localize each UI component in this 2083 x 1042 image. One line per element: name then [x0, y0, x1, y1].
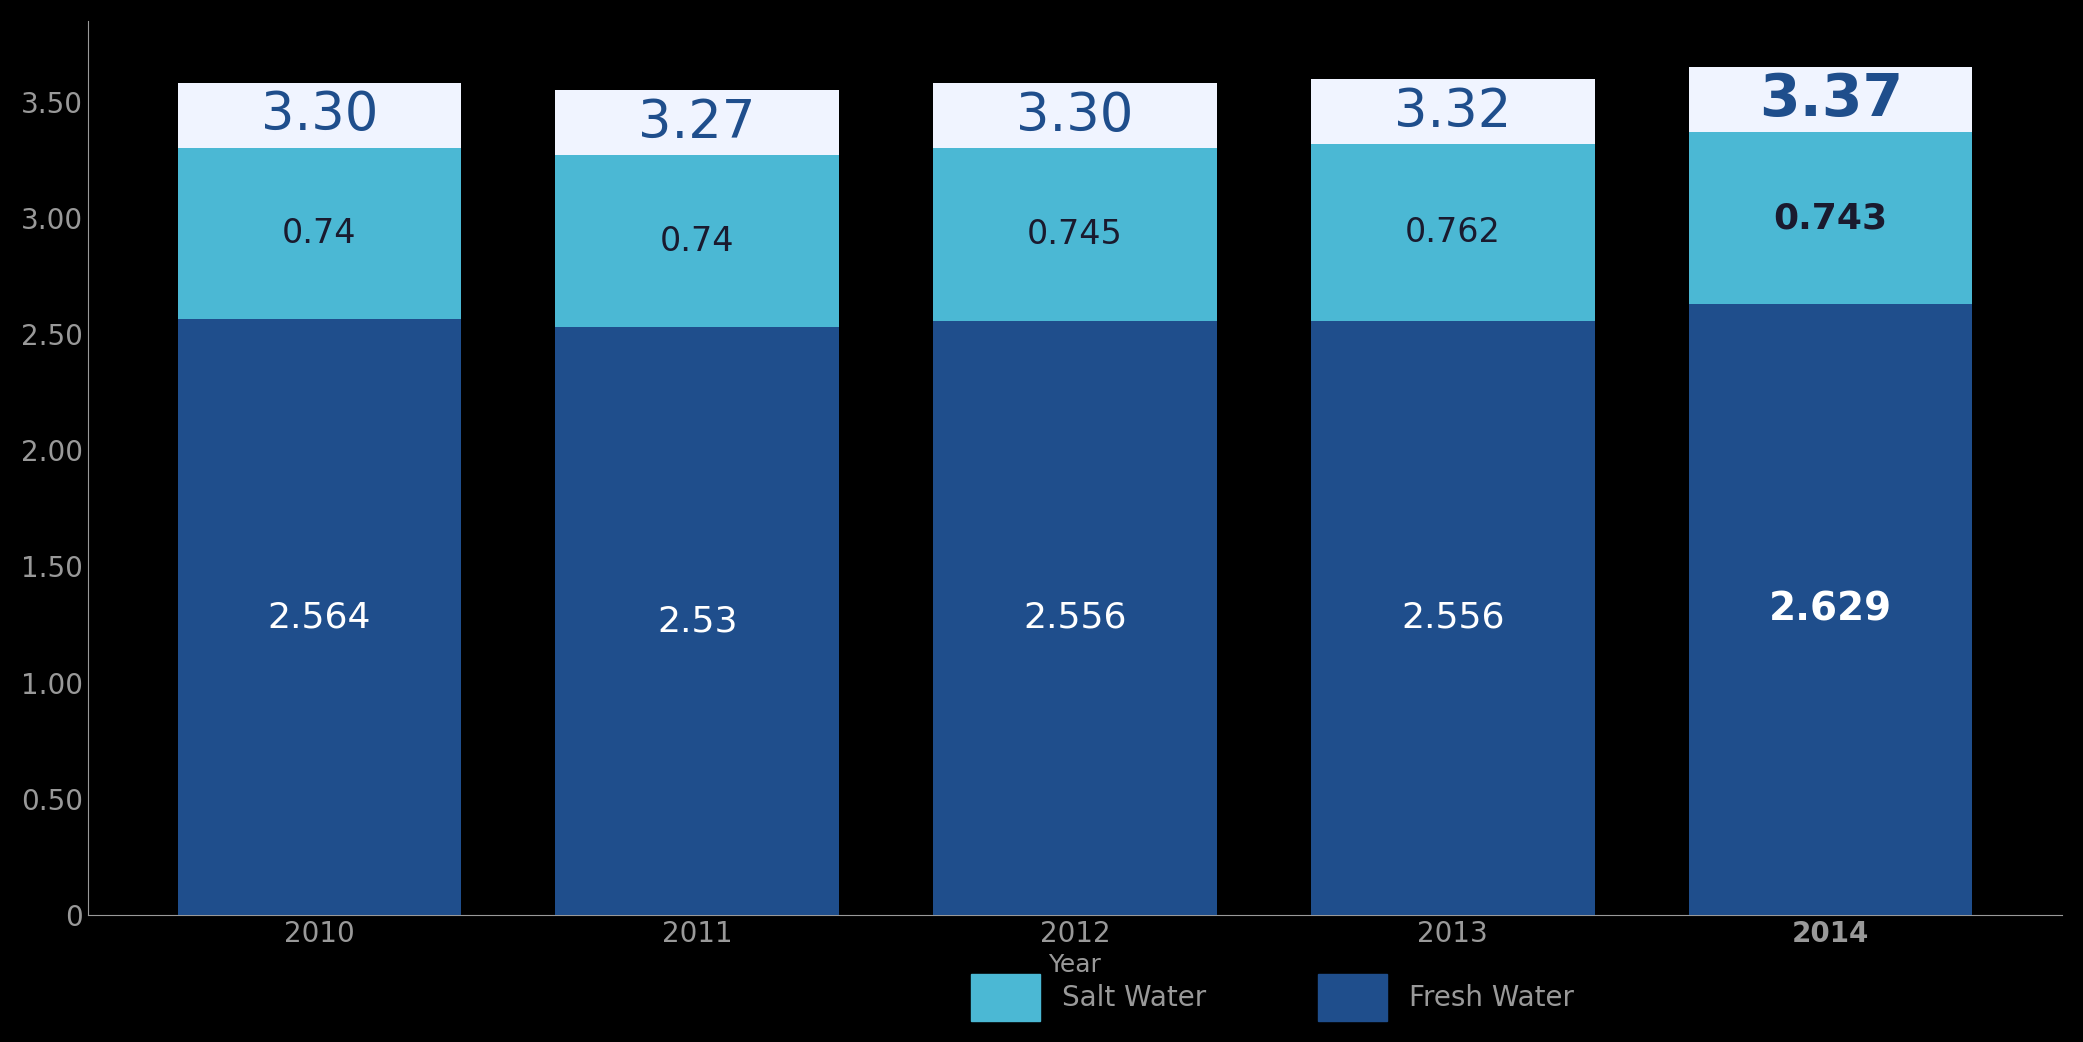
- Text: 0.762: 0.762: [1404, 217, 1500, 249]
- Bar: [933, 148, 1216, 321]
- Bar: [1310, 145, 1596, 321]
- Bar: [933, 321, 1216, 915]
- Text: 2.564: 2.564: [267, 600, 371, 635]
- Text: 3.30: 3.30: [260, 90, 377, 141]
- Bar: [933, 83, 1216, 148]
- Text: 0.743: 0.743: [1773, 201, 1887, 235]
- Text: 2.556: 2.556: [1023, 601, 1127, 635]
- Text: 3.37: 3.37: [1758, 71, 1902, 128]
- Text: 2.53: 2.53: [656, 604, 737, 638]
- Text: 2.629: 2.629: [1768, 591, 1891, 628]
- Bar: [1310, 321, 1596, 915]
- Text: 0.74: 0.74: [660, 225, 735, 258]
- Bar: [556, 91, 839, 155]
- Bar: [177, 320, 460, 915]
- Text: 0.74: 0.74: [281, 217, 356, 250]
- Bar: [1310, 79, 1596, 145]
- Bar: [556, 327, 839, 915]
- Bar: [1689, 131, 1973, 304]
- Text: 3.30: 3.30: [1017, 90, 1133, 142]
- Text: 0.745: 0.745: [1027, 218, 1123, 251]
- Bar: [1689, 67, 1973, 131]
- X-axis label: Year: Year: [1048, 953, 1102, 977]
- Text: 3.32: 3.32: [1394, 85, 1512, 138]
- Bar: [1689, 304, 1973, 915]
- Bar: [556, 155, 839, 327]
- Bar: [177, 82, 460, 148]
- Legend: Salt Water, Fresh Water: Salt Water, Fresh Water: [956, 961, 1587, 1035]
- Bar: [177, 148, 460, 320]
- Text: 2.556: 2.556: [1402, 601, 1504, 635]
- Text: 3.27: 3.27: [639, 97, 756, 149]
